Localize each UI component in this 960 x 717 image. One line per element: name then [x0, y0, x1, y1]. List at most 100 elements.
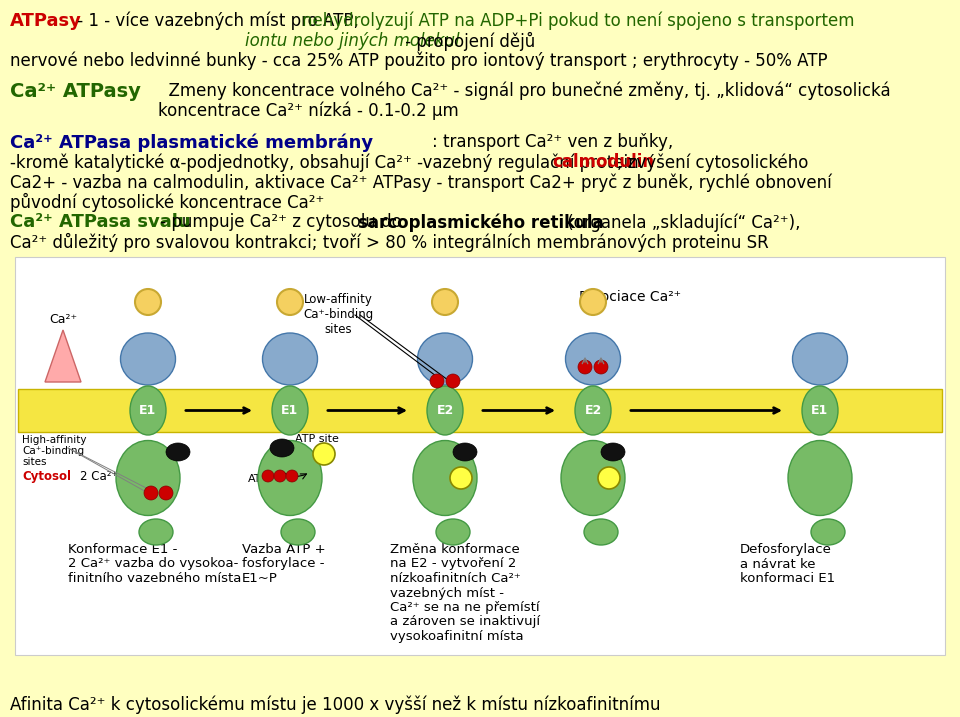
Ellipse shape — [427, 386, 463, 435]
Text: ADP: ADP — [287, 474, 309, 484]
Text: Ca⁺-binding: Ca⁺-binding — [22, 446, 84, 456]
Circle shape — [135, 289, 161, 315]
Text: Afinita Ca²⁺ k cytosolickému místu je 1000 x vyšší než k místu nízkoafinitnímu: Afinita Ca²⁺ k cytosolickému místu je 10… — [10, 695, 660, 713]
Ellipse shape — [262, 333, 318, 385]
Circle shape — [594, 360, 608, 374]
Text: E1: E1 — [281, 404, 299, 417]
Ellipse shape — [802, 386, 838, 435]
Circle shape — [450, 467, 472, 489]
Text: Ca²⁺ ATPasa svalu: Ca²⁺ ATPasa svalu — [10, 213, 191, 231]
Text: calmodulin: calmodulin — [552, 153, 654, 171]
Circle shape — [578, 360, 592, 374]
Text: -kromě katalytické α-podjednotky, obsahují Ca²⁺ -vazebný regulační protein: -kromě katalytické α-podjednotky, obsahu… — [10, 153, 644, 171]
Text: finitního vazebného místa: finitního vazebného místa — [68, 572, 241, 585]
Text: - propojení dějů: - propojení dějů — [400, 32, 536, 51]
Circle shape — [274, 470, 286, 482]
Text: P: P — [605, 472, 613, 485]
Circle shape — [277, 289, 303, 315]
Ellipse shape — [436, 519, 470, 545]
Ellipse shape — [811, 519, 845, 545]
Text: 2: 2 — [285, 295, 295, 309]
Ellipse shape — [258, 440, 322, 516]
Text: Změna konformace: Změna konformace — [390, 543, 519, 556]
Text: nízkoafinitních Ca²⁺: nízkoafinitních Ca²⁺ — [390, 572, 520, 585]
Text: Ca²⁺ ATPasa plasmatické membrány: Ca²⁺ ATPasa plasmatické membrány — [10, 133, 373, 151]
Text: a zároven se inaktivují: a zároven se inaktivují — [390, 615, 540, 629]
Text: ATP: ATP — [248, 474, 268, 484]
Circle shape — [313, 443, 335, 465]
Text: P: P — [320, 447, 328, 460]
Text: iontu nebo jiných molekul: iontu nebo jiných molekul — [245, 32, 460, 50]
Text: E1~P: E1~P — [242, 572, 277, 585]
Ellipse shape — [166, 443, 190, 461]
Circle shape — [580, 289, 606, 315]
Text: fosforylace -: fosforylace - — [242, 558, 324, 571]
Text: Konformace E1 -: Konformace E1 - — [68, 543, 178, 556]
Polygon shape — [45, 330, 81, 382]
Text: 3: 3 — [441, 295, 450, 309]
Text: vysokoafinitní místa: vysokoafinitní místa — [390, 630, 523, 643]
Circle shape — [598, 467, 620, 489]
Ellipse shape — [139, 519, 173, 545]
Text: konformaci E1: konformaci E1 — [740, 572, 835, 585]
FancyBboxPatch shape — [15, 257, 945, 655]
Ellipse shape — [788, 440, 852, 516]
Ellipse shape — [575, 386, 611, 435]
Text: 1: 1 — [143, 295, 153, 309]
Text: 4: 4 — [588, 295, 598, 309]
Ellipse shape — [116, 440, 180, 516]
Text: původní cytosolické koncentrace Ca²⁺: původní cytosolické koncentrace Ca²⁺ — [10, 193, 324, 212]
Text: - pumpuje Ca²⁺ z cytosolu do: - pumpuje Ca²⁺ z cytosolu do — [155, 213, 407, 231]
Text: ATPasy: ATPasy — [10, 12, 82, 30]
Ellipse shape — [270, 439, 294, 457]
Ellipse shape — [561, 440, 625, 516]
Ellipse shape — [584, 519, 618, 545]
Text: koncentrace Ca²⁺ nízká - 0.1-0.2 μm: koncentrace Ca²⁺ nízká - 0.1-0.2 μm — [158, 102, 459, 120]
Ellipse shape — [565, 333, 620, 385]
Text: sarcoplasmického retikula: sarcoplasmického retikula — [358, 213, 604, 232]
Text: Ca²⁺ ATPasy: Ca²⁺ ATPasy — [10, 82, 141, 101]
Text: sites: sites — [22, 457, 46, 467]
Text: P: P — [456, 472, 466, 485]
Text: E2: E2 — [585, 404, 602, 417]
Circle shape — [144, 486, 158, 500]
Text: nehydrolyzují ATP na ADP+Pi pokud to není spojeno s transportem: nehydrolyzují ATP na ADP+Pi pokud to nen… — [302, 12, 854, 31]
Text: Defosforylace: Defosforylace — [740, 543, 832, 556]
Circle shape — [446, 374, 460, 388]
Text: Ca²⁺ se na ne přemístí: Ca²⁺ se na ne přemístí — [390, 601, 540, 614]
Text: a návrat ke: a návrat ke — [740, 558, 815, 571]
Ellipse shape — [130, 386, 166, 435]
Text: Disociace Ca²⁺: Disociace Ca²⁺ — [579, 290, 681, 304]
Text: ATP site: ATP site — [295, 434, 339, 444]
Text: High-affinity: High-affinity — [22, 435, 86, 445]
Text: E1: E1 — [139, 404, 156, 417]
Text: Cytosol: Cytosol — [22, 470, 71, 483]
Text: 2 Ca²⁺ vazba do vysokoa-: 2 Ca²⁺ vazba do vysokoa- — [68, 558, 238, 571]
FancyBboxPatch shape — [18, 389, 942, 432]
Circle shape — [262, 470, 274, 482]
Circle shape — [286, 470, 298, 482]
Ellipse shape — [281, 519, 315, 545]
Text: nervové nebo ledvinné bunky - cca 25% ATP použito pro iontový transport ; erythr: nervové nebo ledvinné bunky - cca 25% AT… — [10, 52, 828, 70]
Text: Low-affinity
Ca⁺-binding
sites: Low-affinity Ca⁺-binding sites — [302, 293, 373, 336]
Ellipse shape — [418, 333, 472, 385]
Text: Ca²⁺ důležitý pro svalovou kontrakci; tvoří > 80 % integrálních membránových pro: Ca²⁺ důležitý pro svalovou kontrakci; tv… — [10, 233, 769, 252]
Text: vazebných míst -: vazebných míst - — [390, 587, 504, 599]
Ellipse shape — [453, 443, 477, 461]
Text: Ca2+ - vazba na calmodulin, aktivace Ca²⁺ ATPasy - transport Ca2+ pryč z buněk, : Ca2+ - vazba na calmodulin, aktivace Ca²… — [10, 173, 831, 191]
Text: na E2 - vytvoření 2: na E2 - vytvoření 2 — [390, 558, 516, 571]
Ellipse shape — [793, 333, 848, 385]
Text: (organela „skladující“ Ca²⁺),: (organela „skladující“ Ca²⁺), — [562, 213, 801, 232]
Text: Ca²⁺: Ca²⁺ — [49, 313, 77, 326]
Text: Zmeny koncentrace volného Ca²⁺ - signál pro bunečné změny, tj. „klidová“ cytosol: Zmeny koncentrace volného Ca²⁺ - signál … — [158, 82, 891, 100]
Text: : transport Ca²⁺ ven z buňky,: : transport Ca²⁺ ven z buňky, — [432, 133, 673, 151]
Ellipse shape — [413, 440, 477, 516]
Ellipse shape — [272, 386, 308, 435]
Circle shape — [159, 486, 173, 500]
Ellipse shape — [121, 333, 176, 385]
Ellipse shape — [601, 443, 625, 461]
Text: Vazba ATP +: Vazba ATP + — [242, 543, 325, 556]
Text: - 1 - více vazebných míst pro ATP,: - 1 - více vazebných míst pro ATP, — [72, 12, 364, 31]
Text: 2 Ca²⁺: 2 Ca²⁺ — [80, 470, 118, 483]
Text: E2: E2 — [437, 404, 454, 417]
